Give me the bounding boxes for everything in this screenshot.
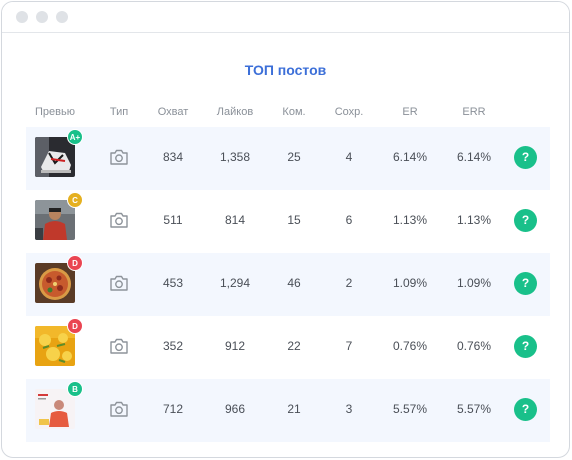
cell-comments: 46 xyxy=(287,276,301,290)
grade-badge: C xyxy=(67,192,83,208)
cell-err: 1.09% xyxy=(456,276,492,290)
help-button[interactable]: ? xyxy=(514,209,537,232)
cell-reach: 511 xyxy=(163,213,183,227)
camera-icon xyxy=(109,400,129,418)
grade-badge: D xyxy=(67,255,83,271)
cell-err: 5.57% xyxy=(456,402,492,416)
cell-err: 0.76% xyxy=(456,339,492,353)
window-titlebar xyxy=(2,2,569,33)
table-row[interactable]: D 453 1,294 46 2 1.09% 1.09%? xyxy=(26,253,550,316)
post-thumbnail[interactable] xyxy=(35,326,75,366)
column-header-err: ERR xyxy=(462,106,486,118)
cell-er: 5.57% xyxy=(392,402,428,416)
cell-likes: 966 xyxy=(224,402,246,416)
cell-comments: 22 xyxy=(287,339,301,353)
cell-er: 1.09% xyxy=(392,276,428,290)
cell-comments: 25 xyxy=(287,150,301,164)
column-header-type: Тип xyxy=(109,106,129,118)
grade-badge: D xyxy=(67,318,83,334)
cell-reach: 712 xyxy=(162,402,184,416)
camera-icon xyxy=(109,337,129,355)
table-row[interactable]: A+ 834 1,358 25 4 6.14% 6.14%? xyxy=(26,127,550,190)
maximize-dot-icon[interactable] xyxy=(56,11,68,23)
close-dot-icon[interactable] xyxy=(16,11,28,23)
cell-saves: 4 xyxy=(345,150,353,164)
column-header-saves: Сохр. xyxy=(334,106,364,118)
help-button[interactable]: ? xyxy=(514,335,537,358)
help-button[interactable]: ? xyxy=(514,146,537,169)
table-row[interactable]: B 712 966 21 3 5.57% 5.57%? xyxy=(26,379,550,442)
minimize-dot-icon[interactable] xyxy=(36,11,48,23)
column-header-likes: Лайков xyxy=(216,106,254,118)
help-button[interactable]: ? xyxy=(514,272,537,295)
table-row[interactable]: D 352 912 22 7 0.76% 0.76%? xyxy=(26,316,550,379)
cell-err: 6.14% xyxy=(456,150,492,164)
column-header-preview: Превью xyxy=(35,106,75,118)
table-header: Превью Тип Охват Лайков Ком. Сохр. ER ER… xyxy=(26,96,550,127)
post-thumbnail[interactable] xyxy=(35,263,75,303)
grade-badge: A+ xyxy=(67,129,83,145)
cell-err: 1.13% xyxy=(456,213,492,227)
table-row[interactable]: C 511 814 15 6 1.13% 1.13%? xyxy=(26,190,550,253)
cell-er: 6.14% xyxy=(392,150,428,164)
help-button[interactable]: ? xyxy=(514,398,537,421)
column-header-comments: Ком. xyxy=(282,106,306,118)
post-thumbnail[interactable] xyxy=(35,137,75,177)
camera-icon xyxy=(109,211,129,229)
cell-saves: 6 xyxy=(345,213,353,227)
cell-likes: 912 xyxy=(224,339,246,353)
top-posts-table: Превью Тип Охват Лайков Ком. Сохр. ER ER… xyxy=(26,96,550,442)
post-thumbnail[interactable] xyxy=(35,200,75,240)
cell-er: 0.76% xyxy=(392,339,428,353)
camera-icon xyxy=(109,274,129,292)
cell-saves: 3 xyxy=(345,402,353,416)
cell-reach: 352 xyxy=(162,339,184,353)
cell-reach: 453 xyxy=(162,276,184,290)
cell-saves: 7 xyxy=(345,339,353,353)
cell-likes: 814 xyxy=(224,213,246,227)
cell-likes: 1,294 xyxy=(219,276,251,290)
cell-reach: 834 xyxy=(162,150,184,164)
column-header-er: ER xyxy=(402,106,418,118)
grade-badge: B xyxy=(67,381,83,397)
cell-er: 1.13% xyxy=(392,213,428,227)
camera-icon xyxy=(109,148,129,166)
post-thumbnail[interactable] xyxy=(35,389,75,429)
cell-saves: 2 xyxy=(345,276,353,290)
column-header-reach: Охват xyxy=(157,106,189,118)
cell-likes: 1,358 xyxy=(219,150,251,164)
cell-comments: 21 xyxy=(287,402,301,416)
cell-comments: 15 xyxy=(287,213,301,227)
page-title: ТОП постов xyxy=(244,62,327,78)
